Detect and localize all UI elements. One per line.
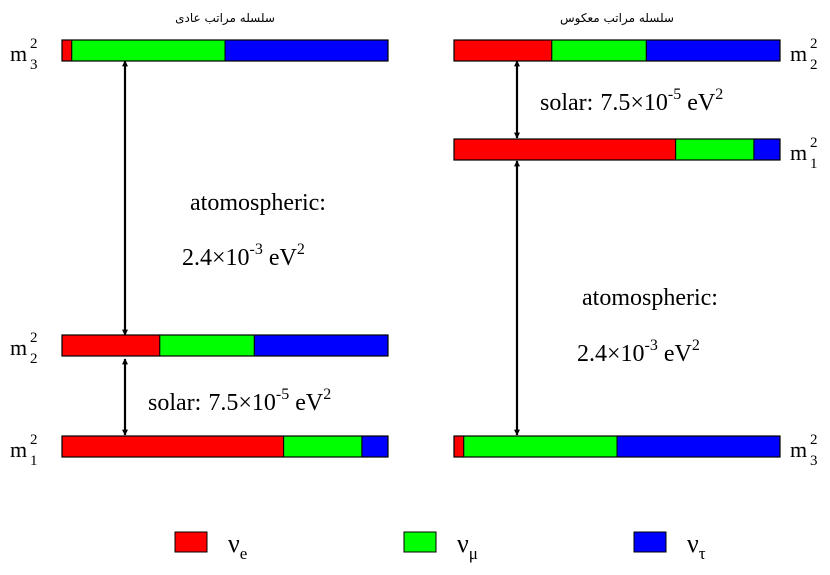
normal-level-label-m2: m 22 <box>10 330 38 367</box>
normal-bar-m2-nu-mu <box>159 334 255 357</box>
legend-label-nu-mu: νμ <box>457 529 478 563</box>
inverted-bar-m1-nu-mu <box>675 138 755 161</box>
inverted-bar-m2-nu-mu <box>551 39 647 62</box>
legend: νe νμ ντ <box>174 529 706 563</box>
normal-bar-m3-nu-tau <box>224 39 389 62</box>
legend-label-nu-tau: ντ <box>687 529 706 563</box>
inverted-bar-m2-nu-e <box>453 39 553 62</box>
inverted-bar-m3-outline <box>453 435 781 458</box>
normal-bar-m3-nu-e <box>61 39 73 62</box>
legend-label-nu-e: νe <box>228 529 247 563</box>
inverted-solar-label: solar: 7.5×10-5 eV2 <box>540 86 723 116</box>
normal-bar-m3-outline <box>61 39 389 62</box>
inverted-bar-m3-nu-tau <box>616 435 781 458</box>
inverted-bar-m1-outline <box>453 138 781 161</box>
normal-level-label-m1: m 12 <box>10 432 38 469</box>
normal-bar-m3-nu-mu <box>71 39 226 62</box>
inverted-atmospheric-label: atomospheric: <box>582 285 718 311</box>
normal-bar-m2-nu-e <box>61 334 161 357</box>
legend-swatch-nu-mu <box>403 531 437 553</box>
inverted-level-label-m1: m 12 <box>790 135 818 172</box>
inverted-bar-m2-nu-tau <box>645 39 781 62</box>
inverted-bar-m3-nu-mu <box>463 435 618 458</box>
normal-bar-m1-nu-mu <box>283 435 363 458</box>
inverted-level-label-m3: m 32 <box>790 432 818 469</box>
legend-swatch-nu-e <box>174 531 208 553</box>
normal-bar-m2-nu-tau <box>253 334 389 357</box>
legend-swatch-nu-tau <box>633 531 667 553</box>
inverted-bar-m3-nu-e <box>453 435 465 458</box>
normal-atmospheric-label: atomospheric: <box>190 190 326 216</box>
normal-atmospheric-value: 2.4×10-3 eV2 <box>182 241 305 271</box>
inverted-atmospheric-value: 2.4×10-3 eV2 <box>577 337 700 367</box>
normal-bar-m2-outline <box>61 334 389 357</box>
normal-level-label-m3: m 32 <box>10 36 38 73</box>
normal-solar-label: solar: 7.5×10-5 eV2 <box>148 386 331 416</box>
mass-level-bars <box>61 39 781 458</box>
normal-bar-m1-nu-tau <box>361 435 389 458</box>
normal-bar-m1-outline <box>61 435 389 458</box>
normal-bar-m1-nu-e <box>61 435 285 458</box>
normal-hierarchy-title: سلسله مراتب عادی <box>175 11 275 26</box>
inverted-bar-m2-outline <box>453 39 781 62</box>
inverted-level-label-m2: m 22 <box>790 36 818 73</box>
inverted-hierarchy-title: سلسله مراتب معکوس <box>560 11 674 26</box>
inverted-bar-m1-nu-e <box>453 138 677 161</box>
inverted-bar-m1-nu-tau <box>753 138 781 161</box>
